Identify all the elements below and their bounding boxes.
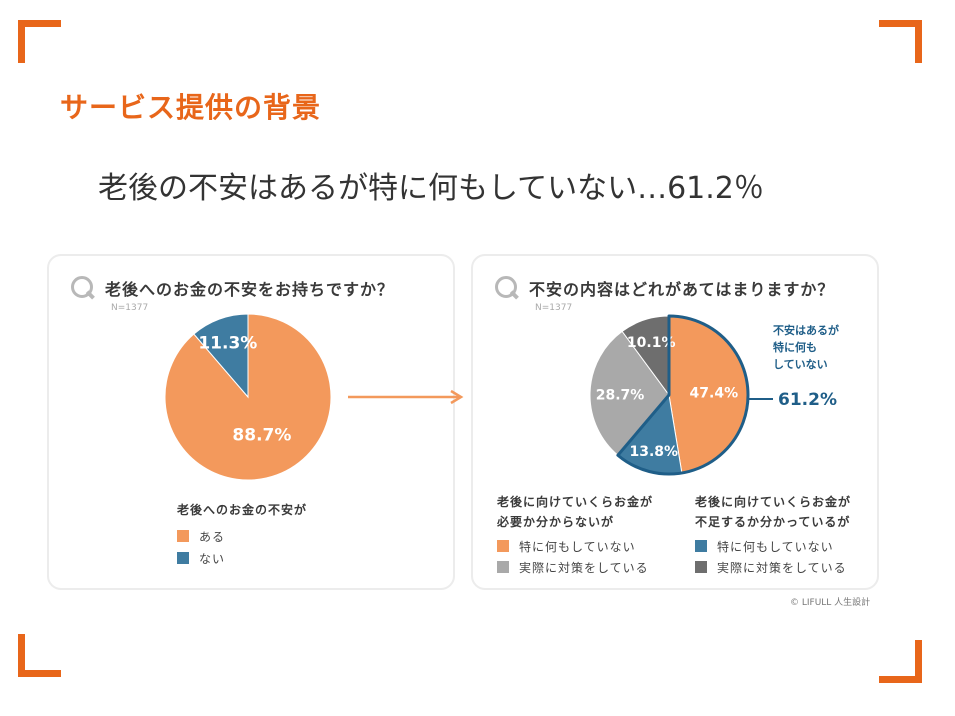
pie-slice-label: 10.1% (627, 335, 676, 351)
callout-value: 61.2% (778, 390, 837, 410)
sample-size: N=1377 (111, 303, 149, 313)
legend-item-aru: ある (177, 528, 225, 545)
legend-item-group1-action: 実際に対策をしている (497, 559, 649, 576)
pie-slice-label: 11.3% (198, 334, 257, 354)
chart-question: 不安の内容はどれがあてはまりますか？ (529, 280, 835, 299)
pie-slice-label: 88.7% (232, 426, 291, 446)
legend-item-group1-nothing: 特に何もしていない (497, 538, 636, 555)
corner-top-right (879, 20, 922, 63)
question-icon (71, 276, 93, 298)
legend-swatch (497, 561, 509, 573)
pie-slice (193, 313, 249, 399)
legend-group2-title: 老後に向けていくらお金が 不足するか分かっているが (695, 495, 852, 529)
question-icon (495, 276, 517, 298)
corner-top-left (18, 20, 61, 63)
pie-slice-label: 13.8% (629, 444, 678, 460)
legend-item-nai: ない (177, 550, 225, 567)
legend-group1-title: 老後に向けていくらお金が 必要か分からないが (497, 495, 654, 529)
chart-card-right: 不安の内容はどれがあてはまりますか？ N=1377 47.4% 13.8% 28.7… (471, 254, 879, 590)
copyright-credit: © LIFULL 人生設計 (790, 598, 871, 608)
headline: 老後の不安はあるが特に何もしていない…61.2％ (98, 171, 764, 206)
legend-swatch (177, 530, 189, 542)
legend-swatch (695, 561, 707, 573)
pie-chart-right: 47.4% 13.8% 28.7% 10.1% (589, 314, 773, 476)
pie-slice-label: 28.7% (596, 387, 645, 403)
sample-size: N=1377 (535, 303, 573, 313)
pie-slice (589, 330, 670, 456)
legend-swatch (177, 552, 189, 564)
slide-title: サービス提供の背景 (60, 91, 322, 124)
corner-bottom-left (18, 634, 61, 677)
pie-chart-left: 88.7% 11.3% (164, 313, 332, 481)
legend-item-group2-nothing: 特に何もしていない (695, 538, 834, 555)
highlight-outline (616, 314, 750, 476)
legend-swatch (695, 540, 707, 552)
pie-slice-label: 47.4% (690, 385, 739, 401)
flow-arrow (348, 389, 464, 405)
chart-card-left: 老後へのお金の不安をお持ちですか？ N=1377 88.7% 11.3% 老後への… (47, 254, 455, 590)
legend-item-group2-action: 実際に対策をしている (695, 559, 847, 576)
corner-bottom-right (879, 640, 922, 683)
legend-swatch (497, 540, 509, 552)
callout-label: 不安はあるが 特に何も していない (773, 324, 839, 371)
legend-title: 老後へのお金の不安が (177, 503, 308, 517)
chart-question: 老後へのお金の不安をお持ちですか？ (105, 280, 395, 299)
